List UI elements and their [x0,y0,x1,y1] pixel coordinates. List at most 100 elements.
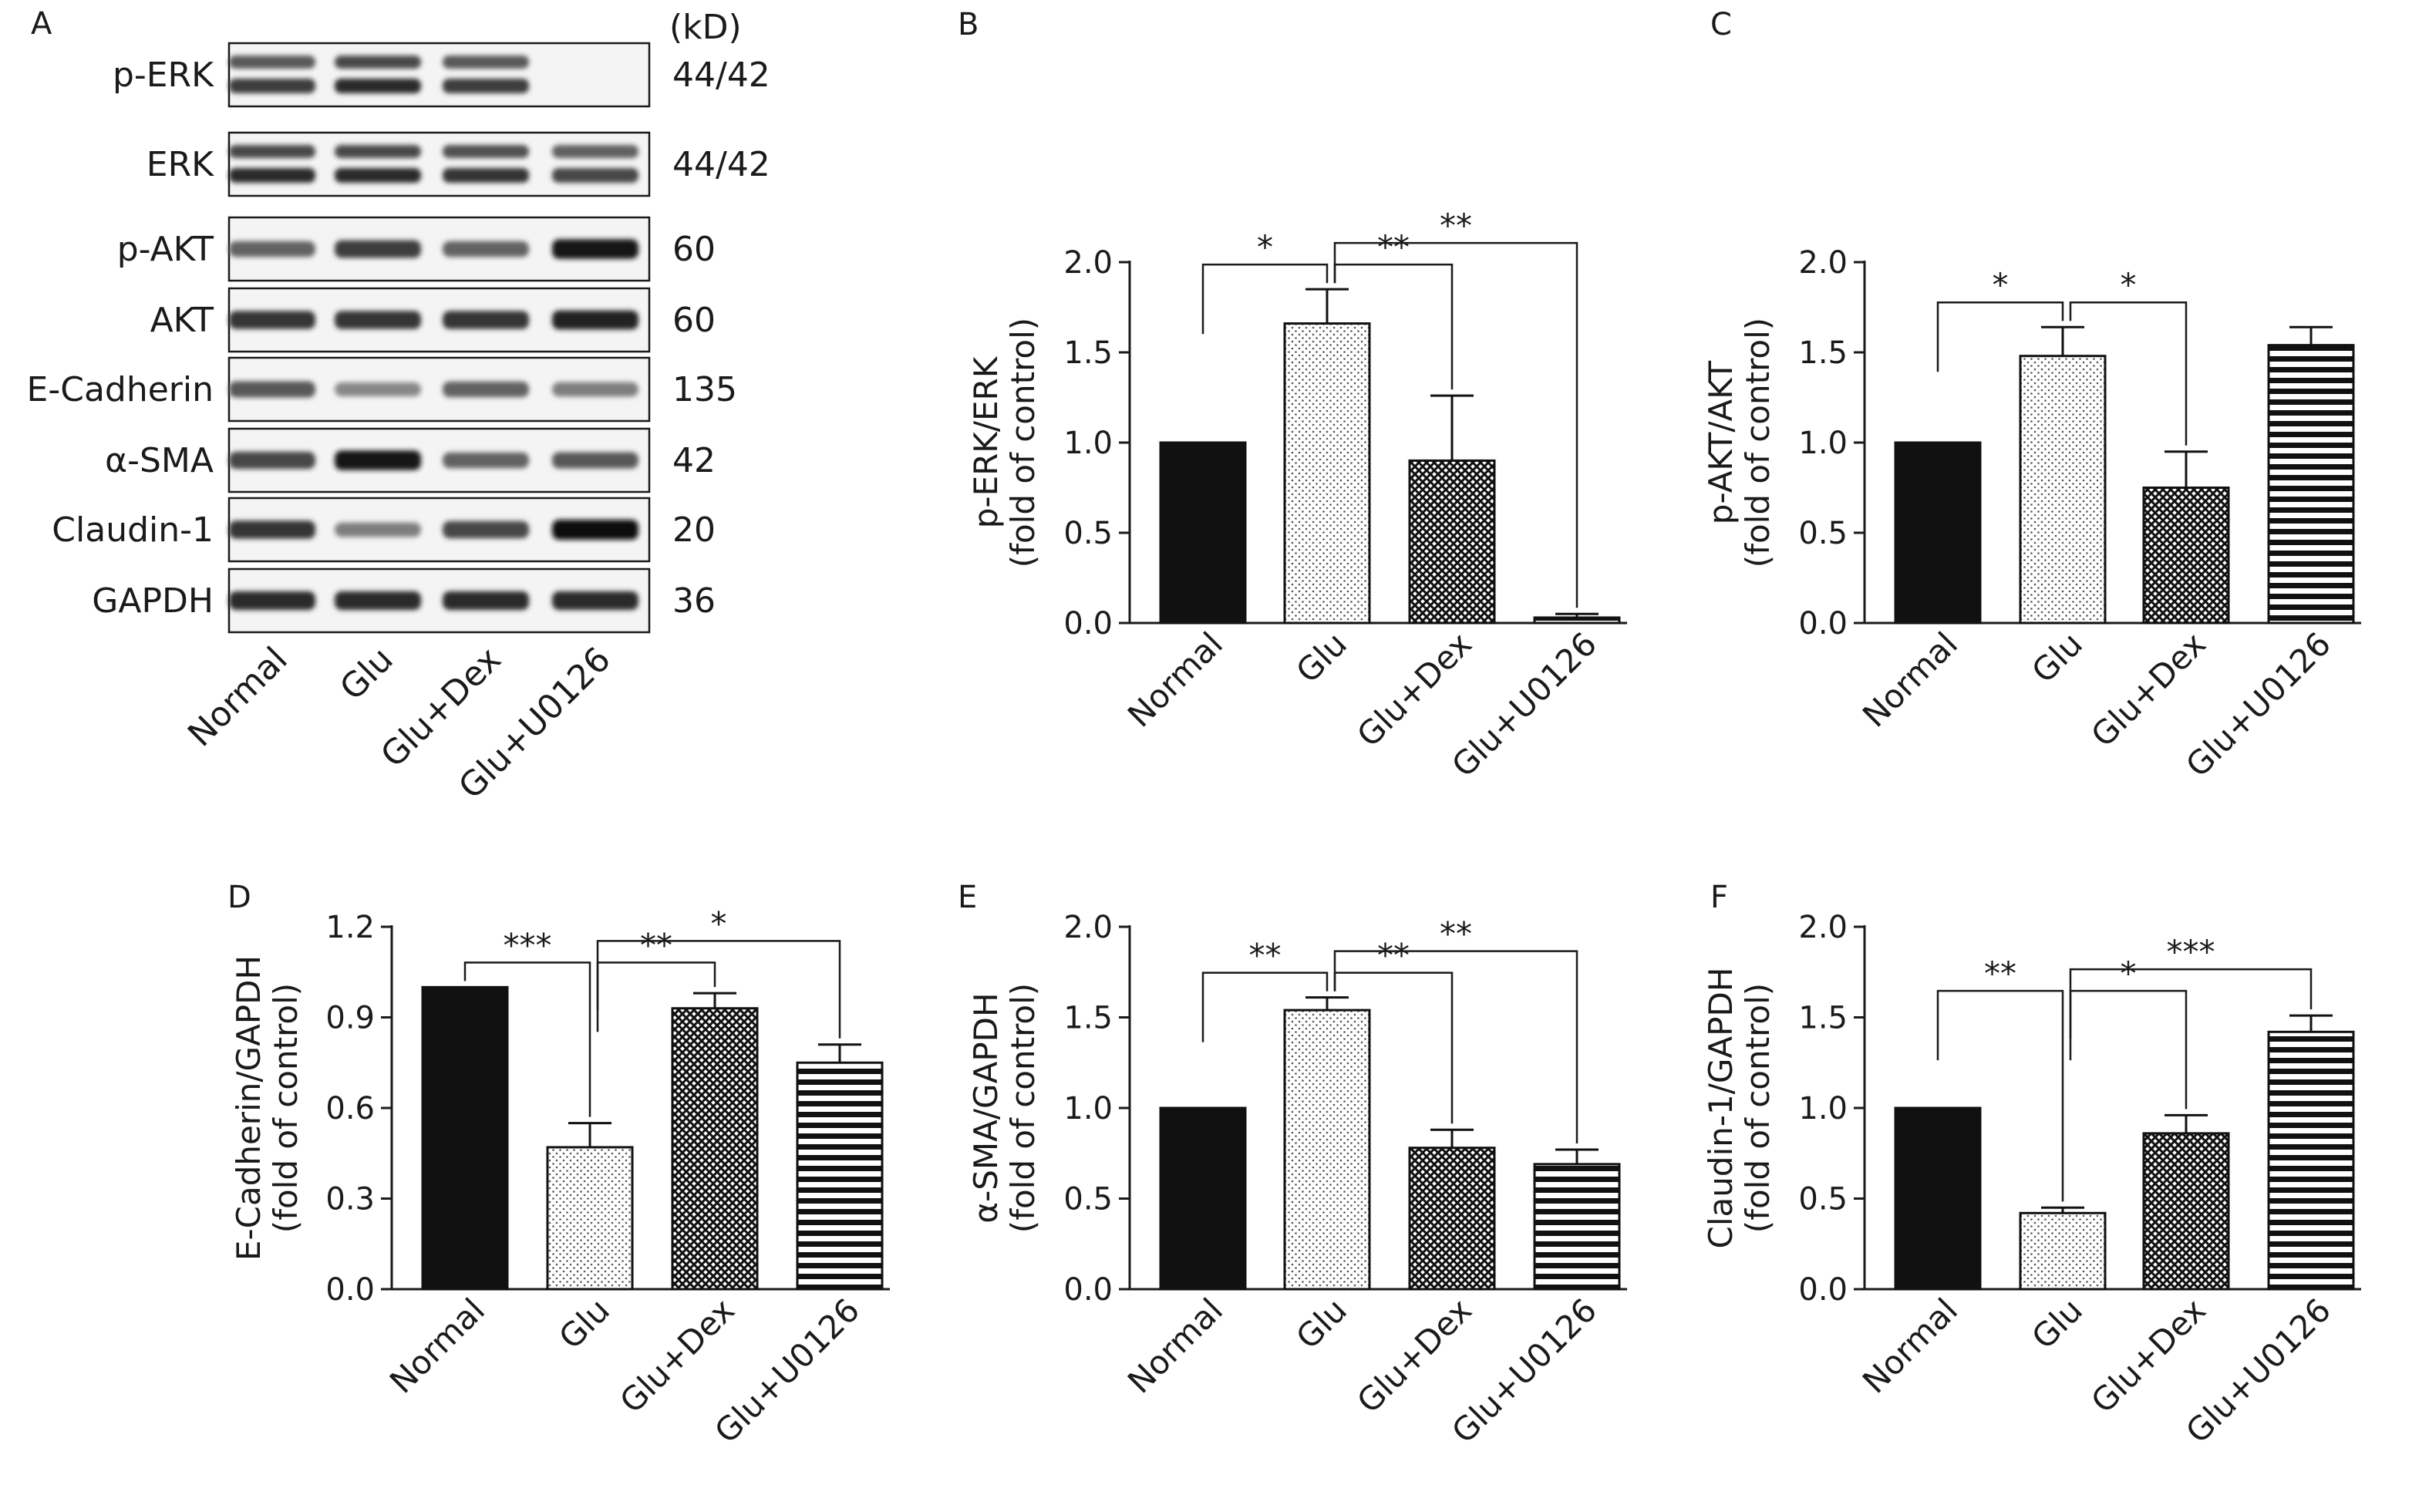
category-label: Glu [1289,625,1354,690]
blot-band [552,520,638,540]
significance-bracket [1333,241,1578,608]
blot-row: p-ERK 44/42 [113,42,770,108]
blot-band [552,310,638,330]
bar [1533,1163,1621,1291]
blot-band [443,79,529,93]
panel-f-chart: F 0.0 0.5 1.0 1.5 2.0 Claudin-1/GAPDH (fold of … [1702,880,2361,1450]
blot-band [229,591,315,611]
panel-letter: B [958,7,979,42]
panel-a-letter: A [31,6,52,42]
blot-row: Claudin-1 20 [52,497,716,563]
y-axis-title: (fold of control) [1739,318,1777,567]
bar [546,1146,634,1291]
panel-e-chart: E 0.0 0.5 1.0 1.5 2.0 α-SMA/GAPDH (fold of cont… [958,880,1627,1450]
panel-letter: D [227,880,251,915]
blot-band [335,79,421,93]
y-tick-label: 2.0 [1798,910,1848,945]
blot-band [229,145,315,158]
blot-band [443,591,529,611]
category-label: Glu+Dex [2084,625,2213,754]
blot-row: E-Cadherin 135 [27,356,737,423]
blot-band [552,239,638,259]
blot-band [443,452,529,469]
panel-d-chart: D 0.0 0.3 0.6 0.9 1.2 E-Cadherin/GAPDH (fold of… [227,880,890,1450]
significance-label: ** [1984,955,2016,992]
blot-frame [227,131,651,197]
y-tick-label: 0.3 [325,1182,375,1217]
y-tick-label: 0.0 [325,1272,375,1308]
significance-bracket [1936,989,2064,1202]
category-label: Normal [1855,625,1965,734]
blot-protein-label: α-SMA [105,441,214,480]
y-axis-title: (fold of control) [1004,318,1042,567]
blot-band [443,520,529,539]
y-tick-label: 1.2 [325,910,375,945]
blot-band [229,381,315,398]
significance-bracket [1333,950,1578,1144]
bar [2142,1132,2230,1291]
blot-band [335,450,421,470]
blot-band [335,168,421,183]
y-tick-label: 1.5 [1798,335,1848,371]
kd-header: (kD) [669,8,742,47]
blot-band [443,311,529,329]
blot-kd-value: 42 [672,441,716,480]
blot-band [229,311,315,329]
blot-band [443,381,529,398]
bar [421,985,509,1291]
blot-band [335,591,421,611]
blot-protein-label: GAPDH [92,581,214,621]
y-tick-label: 0.5 [1798,1182,1848,1217]
y-tick-label: 0.5 [1063,516,1113,551]
y-axis-title: p-ERK/ERK [967,355,1005,528]
y-axis-title: (fold of control) [267,983,305,1233]
blot-band [335,522,421,537]
y-axis-title: α-SMA/GAPDH [967,992,1005,1223]
y-axis-title: E-Cadherin/GAPDH [230,955,268,1261]
significance-bracket [463,961,591,1117]
significance-bracket [1201,972,1329,1042]
blot-frame [227,42,651,108]
y-tick-label: 1.5 [1063,335,1113,371]
blot-kd-value: 36 [672,581,716,621]
blot-lane-label: Glu [332,640,401,709]
category-label: Glu+Dex [2084,1291,2213,1420]
blot-band [229,520,315,539]
bar [2267,344,2355,625]
y-tick-label: 0.0 [1798,1272,1848,1308]
bar [796,1061,884,1291]
blot-band [552,145,638,158]
y-tick-label: 2.0 [1798,245,1848,281]
blot-band [443,241,529,258]
blot-band [229,241,315,258]
y-tick-label: 2.0 [1063,910,1113,945]
y-tick-label: 1.0 [1798,1091,1848,1126]
blot-row: α-SMA 42 [105,427,716,493]
blot-band [229,168,315,183]
blot-protein-label: ERK [147,145,214,184]
blot-protein-label: p-AKT [117,230,214,269]
y-tick-label: 0.0 [1063,606,1113,642]
significance-bracket [1936,301,2064,372]
category-label: Glu+Dex [612,1291,742,1420]
panel-c-chart: C 0.0 0.5 1.0 1.5 2.0 p-AKT/AKT (fold of contro… [1702,7,2361,784]
y-axis-title: (fold of control) [1739,983,1777,1233]
y-tick-label: 1.0 [1063,426,1113,461]
bar [2142,487,2230,625]
blot-protein-label: p-ERK [113,56,214,95]
significance-label: ** [1377,228,1410,266]
panel-b-chart: B 0.0 0.5 1.0 1.5 2.0 p-ERK/ERK (fold of contro… [958,7,1627,784]
blot-kd-value: 20 [672,510,716,550]
blot-kd-value: 60 [672,301,716,340]
category-label: Normal [1855,1291,1965,1400]
bar [1283,1009,1371,1291]
category-label: Glu+Dex [1349,625,1479,754]
significance-bracket [2069,968,2313,1039]
blot-band [335,240,421,258]
significance-label: ** [1440,915,1472,953]
blot-kd-value: 44/42 [672,56,770,95]
significance-label: * [2121,266,2137,304]
significance-bracket [2069,989,2188,1110]
y-tick-label: 1.5 [1063,1001,1113,1036]
blot-band [443,56,529,69]
